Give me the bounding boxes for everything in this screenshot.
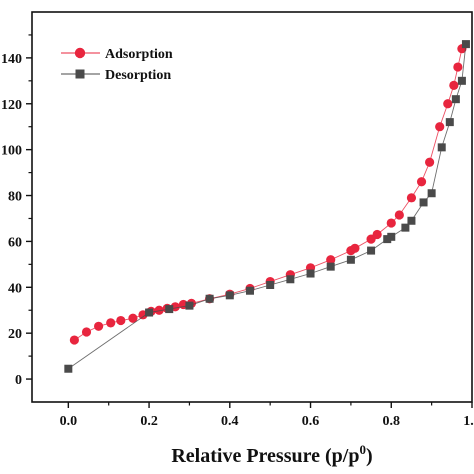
legend: Adsorption Desorption <box>61 47 173 83</box>
x-tick-label: 1.0 <box>463 414 474 429</box>
data-point-adsorption <box>394 210 404 220</box>
x-tick-label: 0.6 <box>302 414 320 429</box>
data-point-desorption <box>266 281 275 289</box>
data-point-desorption <box>225 291 234 300</box>
data-point-adsorption <box>81 327 92 337</box>
legend-label-adsorption: Adsorption <box>105 47 173 62</box>
data-point-desorption <box>64 364 73 373</box>
data-point-desorption <box>401 223 410 232</box>
data-point-adsorption <box>416 177 427 187</box>
data-point-desorption <box>286 275 295 284</box>
data-point-desorption <box>407 216 416 225</box>
data-point-desorption <box>165 305 174 314</box>
legend-marker-adsorption <box>74 47 86 59</box>
data-point-adsorption <box>94 321 104 331</box>
data-point-desorption <box>437 143 446 152</box>
data-point-adsorption <box>350 243 360 253</box>
data-point-desorption <box>326 262 335 271</box>
x-axis-title-sup: 0 <box>359 442 366 457</box>
data-point-adsorption <box>386 218 396 228</box>
data-point-adsorption <box>435 122 445 132</box>
data-point-desorption <box>185 301 194 310</box>
plot-frame <box>31 11 473 403</box>
y-tick-label: 20 <box>8 327 22 342</box>
series-line-adsorption <box>74 48 463 341</box>
data-point-adsorption <box>443 99 453 109</box>
y-tick-label: 140 <box>1 52 22 67</box>
series-layer <box>64 40 470 373</box>
data-point-desorption <box>387 232 396 241</box>
data-point-adsorption <box>449 80 459 91</box>
x-axis-title: Relative Pressure (p/p0) <box>171 442 372 467</box>
data-point-desorption <box>367 246 376 255</box>
y-tick-label: 100 <box>1 144 22 159</box>
series-line-desorption <box>68 44 467 370</box>
data-point-desorption <box>419 198 428 207</box>
x-tick-label: 0.4 <box>221 414 239 429</box>
x-tick-label: 0.8 <box>383 414 401 429</box>
x-tick-label: 0.0 <box>60 414 78 429</box>
data-point-adsorption <box>406 193 417 203</box>
data-point-desorption <box>461 40 470 49</box>
y-tick-label: 80 <box>8 190 22 205</box>
legend-marker-desorption <box>75 69 85 79</box>
x-tick-label: 0.2 <box>140 414 158 429</box>
y-tick-label: 40 <box>8 281 22 296</box>
data-point-adsorption <box>128 313 138 323</box>
data-point-desorption <box>451 95 460 104</box>
data-point-desorption <box>457 76 466 85</box>
legend-label-desorption: Desorption <box>105 68 171 83</box>
data-point-desorption <box>346 255 355 264</box>
data-point-adsorption <box>453 62 463 72</box>
x-axis-title-main: Relative Pressure (p/p <box>171 445 359 467</box>
data-point-desorption <box>306 269 315 278</box>
data-point-adsorption <box>372 229 382 240</box>
data-point-desorption <box>145 308 154 317</box>
data-point-desorption <box>245 286 254 295</box>
data-point-desorption <box>427 189 436 198</box>
x-axis-title-close: ) <box>366 445 373 467</box>
data-point-desorption <box>445 118 454 127</box>
data-point-adsorption <box>116 315 126 326</box>
data-point-adsorption <box>326 255 336 265</box>
data-point-adsorption <box>106 318 116 328</box>
data-point-adsorption <box>69 335 79 345</box>
x-axis: 0.0 0.2 0.4 0.6 0.8 1.0 <box>60 402 474 429</box>
data-point-adsorption <box>425 157 435 167</box>
data-point-adsorption <box>154 305 164 315</box>
data-point-desorption <box>205 294 214 303</box>
data-point-desorption <box>383 235 392 244</box>
y-tick-label: 0 <box>15 373 22 388</box>
y-tick-label: 120 <box>1 98 22 113</box>
y-tick-label: 60 <box>8 235 22 250</box>
y-axis: 0 20 40 60 80 100 120 140 <box>1 34 32 388</box>
